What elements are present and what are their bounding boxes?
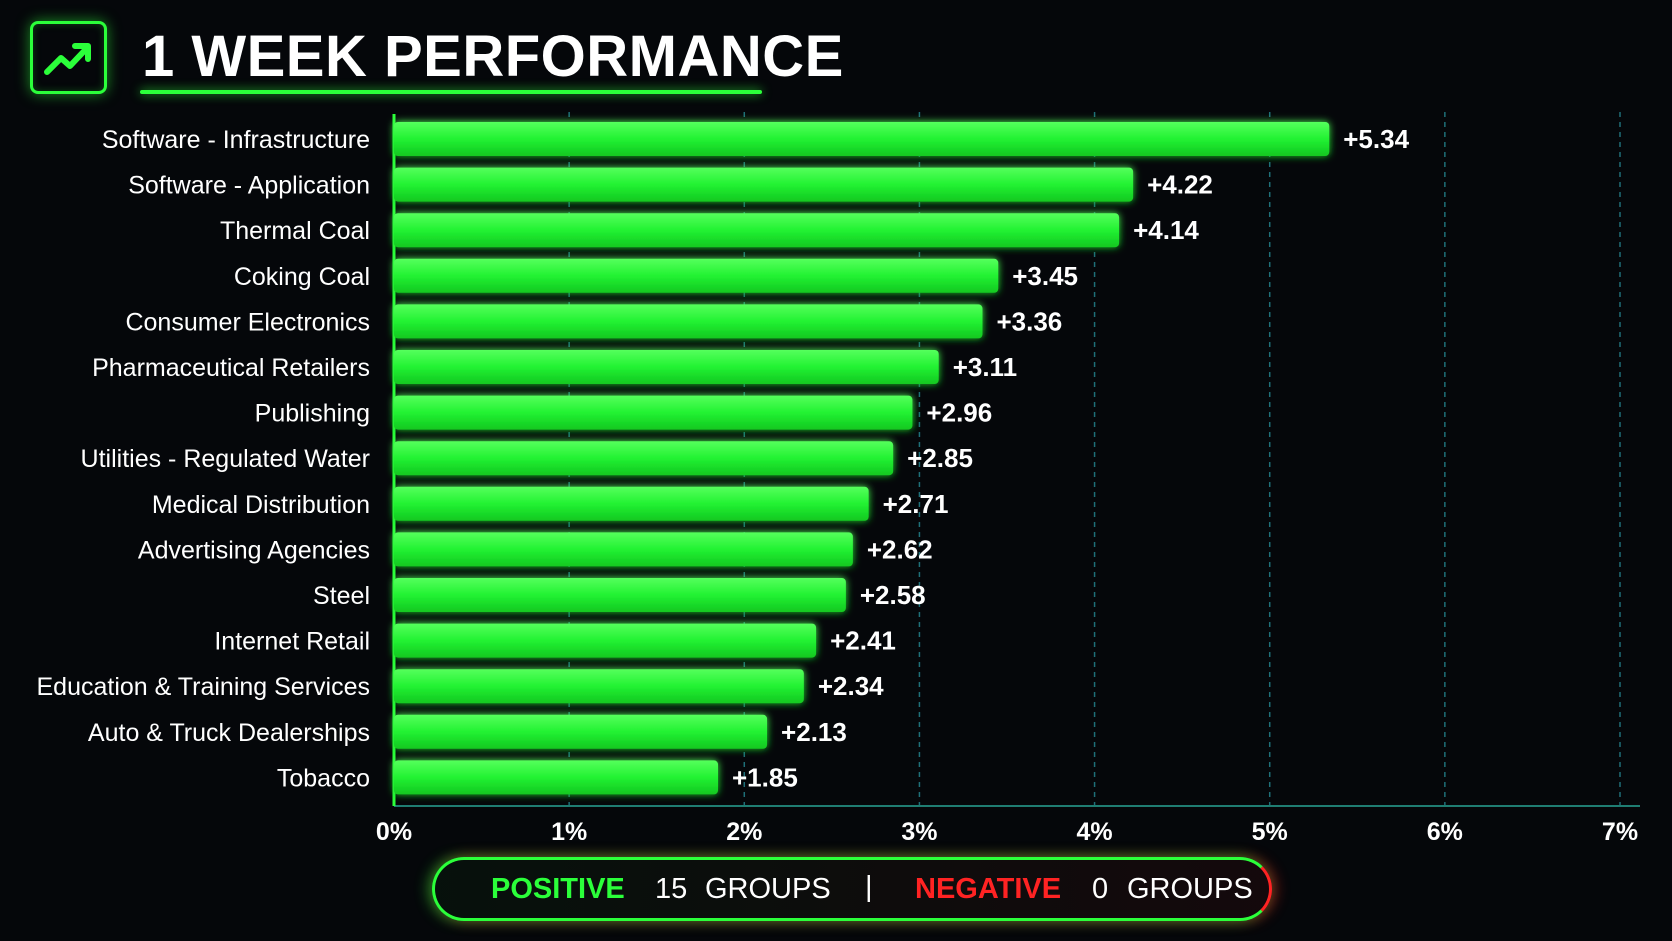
category-label: Software - Application <box>128 172 370 200</box>
bar <box>394 122 1330 156</box>
negative-unit: GROUPS <box>1127 873 1253 905</box>
value-label: +2.71 <box>883 489 949 519</box>
value-label: +2.85 <box>907 443 973 473</box>
positive-count: 15 <box>655 873 688 905</box>
category-label: Consumer Electronics <box>125 308 370 336</box>
bar <box>394 714 768 749</box>
value-label: +3.11 <box>953 352 1017 382</box>
negative-count: 0 <box>1092 873 1109 905</box>
value-label: +4.14 <box>1133 215 1199 245</box>
bar <box>394 258 999 293</box>
bar <box>394 213 1120 248</box>
x-tick-label: 0% <box>376 818 412 840</box>
x-tick-label: 6% <box>1427 818 1463 840</box>
bar <box>394 350 939 384</box>
bar <box>394 395 913 430</box>
value-label: +2.41 <box>830 626 896 656</box>
x-tick-label: 1% <box>551 818 587 840</box>
value-label: +4.22 <box>1147 170 1213 200</box>
category-label: Tobacco <box>277 764 370 792</box>
x-tick-label: 2% <box>726 818 762 840</box>
bar <box>394 760 719 795</box>
category-label: Publishing <box>255 400 370 428</box>
x-tick-label: 4% <box>1077 818 1113 840</box>
category-label: Education & Training Services <box>36 673 370 701</box>
bar <box>394 486 869 521</box>
category-label: Thermal Coal <box>220 217 370 245</box>
value-label: +3.36 <box>996 306 1062 336</box>
page-title: 1 WEEK PERFORMANCE <box>142 24 844 89</box>
bar <box>394 578 846 612</box>
bar <box>394 669 804 704</box>
value-label: +2.13 <box>781 717 847 747</box>
x-tick-label: 5% <box>1252 818 1288 840</box>
category-label: Auto & Truck Dealerships <box>88 719 370 747</box>
value-label: +3.45 <box>1012 261 1078 291</box>
x-tick-label: 7% <box>1602 818 1638 840</box>
category-label: Advertising Agencies <box>138 536 370 564</box>
bar <box>394 441 894 476</box>
category-label: Coking Coal <box>234 263 370 291</box>
bar <box>394 304 983 339</box>
x-tick-label: 3% <box>901 818 937 840</box>
legend-separator: | <box>865 871 873 903</box>
bar <box>394 167 1134 202</box>
category-label: Software - Infrastructure <box>102 126 370 154</box>
category-label: Medical Distribution <box>152 491 370 519</box>
value-label: +1.85 <box>732 762 798 792</box>
positive-unit: GROUPS <box>705 873 831 905</box>
trending-up-icon <box>44 43 91 75</box>
value-label: +2.58 <box>860 580 926 610</box>
logo-box <box>30 21 107 94</box>
bar <box>394 623 817 658</box>
negative-label: NEGATIVE <box>915 873 1062 905</box>
category-label: Steel <box>313 582 370 610</box>
title-underline <box>140 90 762 94</box>
summary-legend: POSITIVE 15 GROUPS | NEGATIVE 0 GROUPS <box>432 857 1272 921</box>
bar <box>394 532 853 567</box>
positive-label: POSITIVE <box>491 873 625 905</box>
category-label: Internet Retail <box>214 628 370 656</box>
value-label: +2.62 <box>867 534 933 564</box>
value-label: +2.96 <box>926 398 992 428</box>
bar-chart: Software - Infrastructure +5.34 Software -… <box>36 112 1640 840</box>
category-label: Pharmaceutical Retailers <box>92 354 370 382</box>
category-label: Utilities - Regulated Water <box>81 445 370 473</box>
value-label: +5.34 <box>1343 124 1409 154</box>
value-label: +2.34 <box>818 671 884 701</box>
